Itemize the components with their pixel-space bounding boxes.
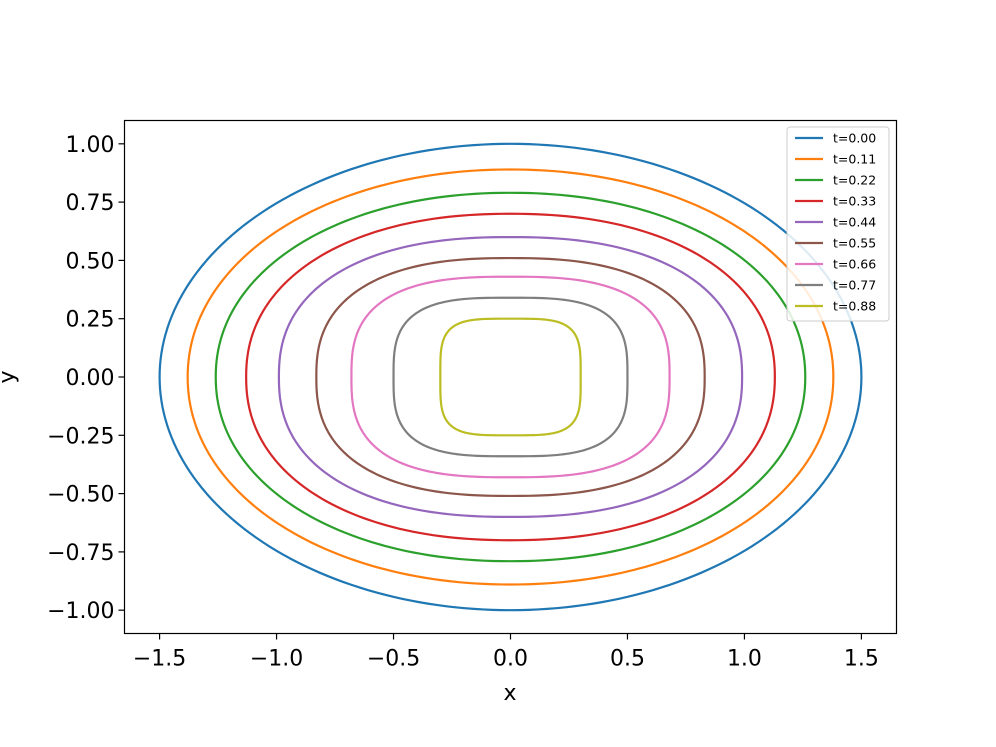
legend: t=0.00 t=0.11 t=0.22 t=0.33 t=0.44 t=0.55 t=0.… (786, 126, 890, 322)
plot-frame (123, 119, 898, 635)
x-tick-label: 0.0 (493, 647, 528, 672)
x-tick-label: 0.5 (610, 647, 645, 672)
y-tick-label: −1.00 (47, 599, 114, 624)
y-tick-label: −0.75 (47, 541, 114, 566)
y-tick-label: 0.50 (66, 249, 115, 274)
series-line-5 (315, 256, 706, 498)
y-tick-label: 1.00 (66, 133, 115, 158)
series-line-3 (245, 212, 776, 542)
y-tick-label: 0.25 (66, 308, 115, 333)
y-axis: 1.00 0.75 0.50 0.25 0.00 −0.25 −0.50 −0.75 −1.00 (47, 133, 125, 624)
x-tick-label: −1.0 (250, 647, 303, 672)
y-tick-label: 0.75 (66, 191, 115, 216)
legend-label-0: t=0.00 (833, 131, 876, 146)
y-axis-label: y (0, 370, 20, 383)
legend-label-8: t=0.88 (833, 299, 876, 314)
x-axis: −1.5 −1.0 −0.5 0.0 0.5 1.0 1.5 (133, 633, 879, 672)
legend-box (786, 126, 890, 322)
legend-label-7: t=0.77 (833, 278, 876, 293)
series-line-0 (158, 142, 863, 612)
legend-label-4: t=0.44 (833, 215, 876, 230)
legend-label-5: t=0.55 (833, 236, 876, 251)
x-tick-label: 1.0 (727, 647, 762, 672)
series-line-1 (186, 168, 835, 586)
legend-label-2: t=0.22 (833, 173, 876, 188)
series-line-8 (439, 317, 582, 437)
legend-label-3: t=0.33 (833, 194, 876, 209)
series-line-7 (392, 296, 629, 458)
x-tick-label: 1.5 (844, 647, 879, 672)
series-line-4 (277, 235, 744, 519)
x-tick-label: −0.5 (367, 647, 420, 672)
series-line-6 (350, 275, 671, 479)
plot-lines (158, 142, 863, 612)
y-tick-label: −0.25 (47, 424, 114, 449)
legend-label-6: t=0.66 (833, 257, 876, 272)
legend-label-1: t=0.11 (833, 152, 876, 167)
x-axis-label: x (503, 681, 516, 706)
x-tick-label: −1.5 (133, 647, 186, 672)
series-line-2 (214, 191, 807, 563)
y-tick-label: 0.00 (66, 366, 115, 391)
y-tick-label: −0.50 (47, 483, 114, 508)
